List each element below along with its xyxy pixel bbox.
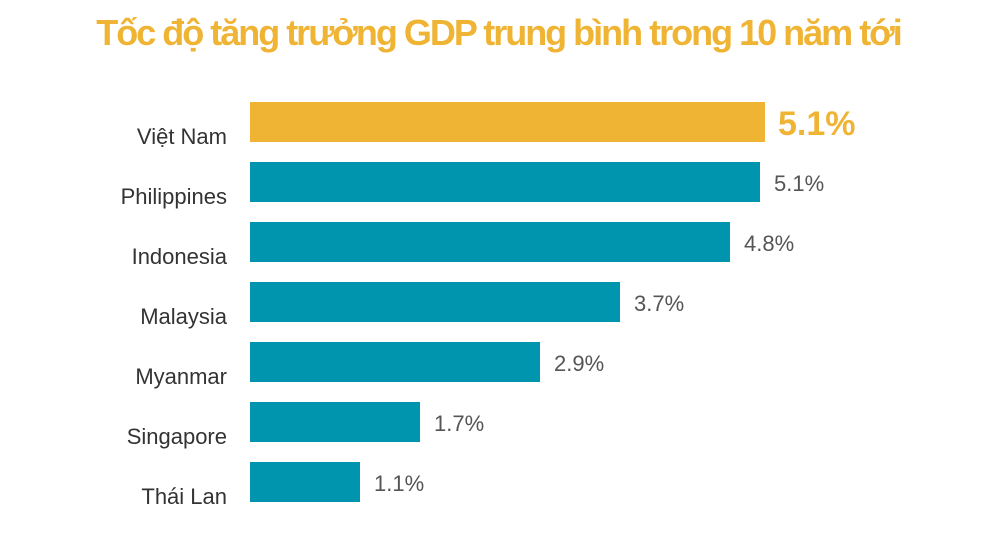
category-label: Singapore	[127, 424, 227, 449]
category-label: Thái Lan	[141, 484, 227, 509]
category-label: Myanmar	[135, 364, 227, 389]
bar-6	[250, 462, 360, 502]
chart-title: Tốc độ tăng trưởng GDP trung bình trong …	[96, 12, 903, 53]
bar-1	[250, 162, 760, 202]
data-label: 2.9%	[554, 351, 604, 376]
category-label: Việt Nam	[137, 124, 227, 149]
bar-5	[250, 402, 420, 442]
bar-0	[250, 102, 765, 142]
data-label: 3.7%	[634, 291, 684, 316]
data-label: 1.7%	[434, 411, 484, 436]
category-label: Philippines	[121, 184, 227, 209]
category-label: Indonesia	[132, 244, 228, 269]
data-label: 5.1%	[774, 171, 824, 196]
category-label: Malaysia	[140, 304, 228, 329]
bar-4	[250, 342, 540, 382]
data-label: 1.1%	[374, 471, 424, 496]
data-label: 5.1%	[778, 105, 856, 143]
bar-3	[250, 282, 620, 322]
bar-2	[250, 222, 730, 262]
data-label: 4.8%	[744, 231, 794, 256]
